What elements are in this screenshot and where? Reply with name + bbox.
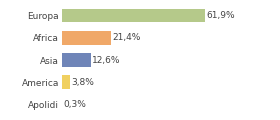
Text: 61,9%: 61,9% — [206, 11, 235, 20]
Text: 12,6%: 12,6% — [92, 55, 121, 65]
Bar — [62, 75, 70, 89]
Text: 0,3%: 0,3% — [64, 100, 87, 109]
Text: 21,4%: 21,4% — [112, 33, 141, 42]
Bar — [62, 31, 111, 45]
Bar — [62, 53, 91, 67]
Text: 3,8%: 3,8% — [72, 78, 95, 87]
Bar — [62, 9, 205, 22]
